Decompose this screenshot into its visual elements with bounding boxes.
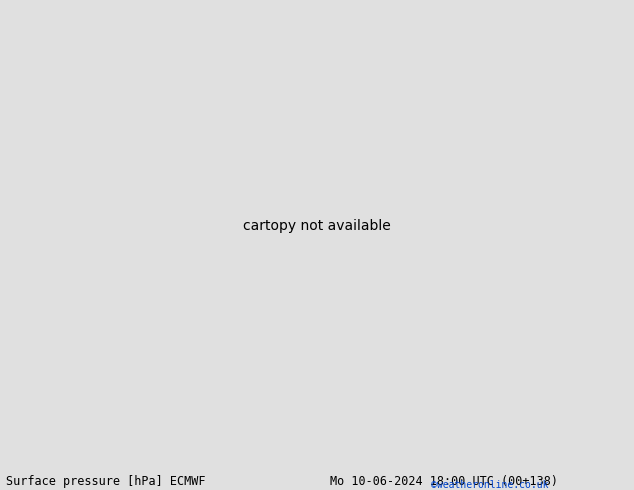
Text: cartopy not available: cartopy not available [243,220,391,233]
Text: ©weatheronline.co.uk: ©weatheronline.co.uk [431,480,548,490]
Text: Surface pressure [hPa] ECMWF: Surface pressure [hPa] ECMWF [6,474,206,488]
Text: Mo 10-06-2024 18:00 UTC (00+138): Mo 10-06-2024 18:00 UTC (00+138) [330,474,558,488]
